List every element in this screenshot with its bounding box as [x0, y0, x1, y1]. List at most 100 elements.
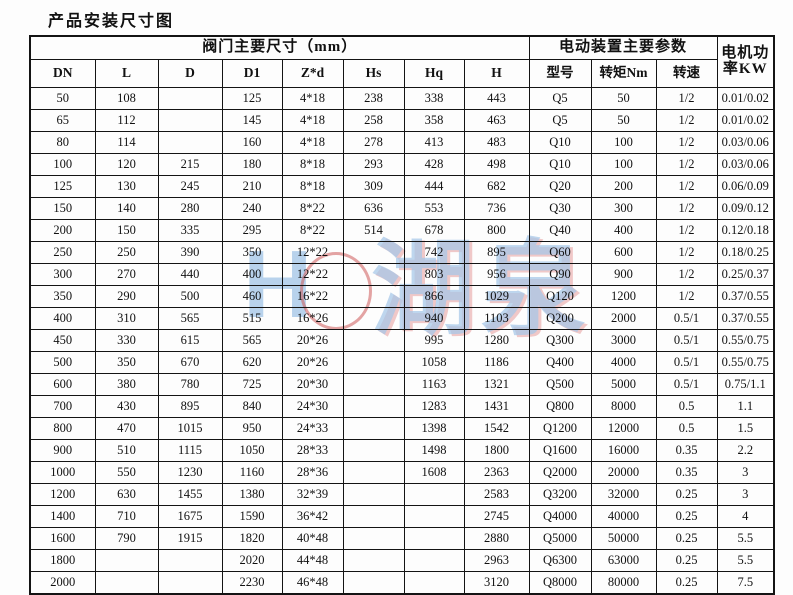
- table-cell: 710: [94, 505, 159, 528]
- table-cell: 443: [463, 87, 530, 110]
- table-cell: 1590: [221, 505, 283, 528]
- table-cell: 0.75/1.1: [716, 373, 775, 396]
- table-cell: Q4000: [528, 505, 592, 528]
- table-row: 500 350 670 620 20*26 1058 1186 Q400 4000 0.5/1 0…: [29, 351, 775, 374]
- column-header-col8: 型号: [528, 59, 592, 88]
- table-cell: 65: [29, 109, 96, 132]
- table-cell: 140: [94, 197, 159, 220]
- table-cell: 80: [29, 131, 96, 154]
- table-cell: 483: [463, 131, 530, 154]
- table-cell: 1431: [463, 395, 530, 418]
- table-cell: 278: [342, 131, 405, 154]
- table-cell: 46*48: [281, 571, 344, 595]
- table-cell: 0.01/0.02: [716, 87, 775, 110]
- table-cell: 4: [716, 505, 775, 528]
- table-cell: 150: [94, 219, 159, 242]
- column-header-l: L: [94, 59, 159, 88]
- table-cell: 114: [94, 131, 159, 154]
- table-cell: 40*48: [281, 527, 344, 550]
- table-cell: 400: [590, 219, 657, 242]
- table-cell: 44*48: [281, 549, 344, 572]
- table-cell: 2000: [29, 571, 96, 595]
- table-row: 125 130 245 210 8*18 309 444 682 Q20 200 1/2 0.06/0…: [29, 175, 775, 198]
- table-cell: 615: [157, 329, 223, 352]
- table-cell: 803: [403, 263, 465, 286]
- table-cell: 24*30: [281, 395, 344, 418]
- table-cell: 5.5: [716, 527, 775, 550]
- table-cell: 636: [342, 197, 405, 220]
- table-cell: 1915: [157, 527, 223, 550]
- table-cell: 0.5: [655, 395, 718, 418]
- table-cell: 3: [716, 483, 775, 506]
- table-cell: 310: [94, 307, 159, 330]
- table-cell: [342, 461, 405, 484]
- table-cell: 350: [29, 285, 96, 308]
- table-cell: 0.25: [655, 483, 718, 506]
- table-cell: 600: [590, 241, 657, 264]
- column-header-zd: Z*d: [281, 59, 344, 88]
- table-cell: [342, 307, 405, 330]
- table-cell: 1/2: [655, 153, 718, 176]
- table-cell: 900: [29, 439, 96, 462]
- table-cell: 300: [590, 197, 657, 220]
- column-header-d1: D1: [221, 59, 283, 88]
- table-cell: 1283: [403, 395, 465, 418]
- table-cell: 1163: [403, 373, 465, 396]
- table-cell: 1/2: [655, 175, 718, 198]
- table-cell: 1050: [221, 439, 283, 462]
- table-cell: [157, 109, 223, 132]
- table-row: 250 250 390 350 12*22 742 895 Q60 600 1/2 0.18/0.…: [29, 241, 775, 264]
- table-cell: 32000: [590, 483, 657, 506]
- table-cell: 1200: [29, 483, 96, 506]
- table-cell: 100: [590, 131, 657, 154]
- table-cell: 1058: [403, 351, 465, 374]
- table-cell: [157, 131, 223, 154]
- table-cell: 1398: [403, 417, 465, 440]
- table-cell: 0.06/0.09: [716, 175, 775, 198]
- table-cell: [342, 527, 405, 550]
- table-cell: 50: [590, 109, 657, 132]
- table-cell: 0.5/1: [655, 373, 718, 396]
- table-cell: [403, 483, 465, 506]
- table-cell: [403, 527, 465, 550]
- table-cell: 1160: [221, 461, 283, 484]
- table-cell: 0.37/0.55: [716, 285, 775, 308]
- table-cell: 290: [94, 285, 159, 308]
- table-cell: 12000: [590, 417, 657, 440]
- table-cell: 0.5/1: [655, 307, 718, 330]
- table-cell: 840: [221, 395, 283, 418]
- table-cell: 800: [29, 417, 96, 440]
- table-cell: 678: [403, 219, 465, 242]
- table-cell: 0.35: [655, 461, 718, 484]
- table-cell: 1/2: [655, 109, 718, 132]
- table-cell: 145: [221, 109, 283, 132]
- table-cell: 565: [221, 329, 283, 352]
- table-cell: [342, 241, 405, 264]
- table-cell: 0.55/0.75: [716, 351, 775, 374]
- table-cell: 250: [94, 241, 159, 264]
- table-cell: 108: [94, 87, 159, 110]
- table-cell: [342, 549, 405, 572]
- table-cell: 8*22: [281, 219, 344, 242]
- table-cell: 2963: [463, 549, 530, 572]
- table-cell: 1000: [29, 461, 96, 484]
- table-cell: 8000: [590, 395, 657, 418]
- table-row: 1000 550 1230 1160 28*36 1608 2363 Q2000 20000 0…: [29, 461, 775, 484]
- table-cell: 130: [94, 175, 159, 198]
- table-row: 900 510 1115 1050 28*33 1498 1800 Q1600 16000 0.…: [29, 439, 775, 462]
- table-cell: 63000: [590, 549, 657, 572]
- table-cell: 1280: [463, 329, 530, 352]
- column-header-hs: Hs: [342, 59, 405, 88]
- table-cell: 380: [94, 373, 159, 396]
- table-row: 200 150 335 295 8*22 514 678 800 Q40 400 1/2 0.12/0…: [29, 219, 775, 242]
- table-cell: 1/2: [655, 241, 718, 264]
- table-cell: Q5: [528, 87, 592, 110]
- table-cell: 0.5/1: [655, 351, 718, 374]
- table-cell: 670: [157, 351, 223, 374]
- table-cell: 270: [94, 263, 159, 286]
- table-cell: 700: [29, 395, 96, 418]
- table-cell: 0.25: [655, 549, 718, 572]
- table-cell: 250: [29, 241, 96, 264]
- table-cell: 12*22: [281, 241, 344, 264]
- table-cell: 620: [221, 351, 283, 374]
